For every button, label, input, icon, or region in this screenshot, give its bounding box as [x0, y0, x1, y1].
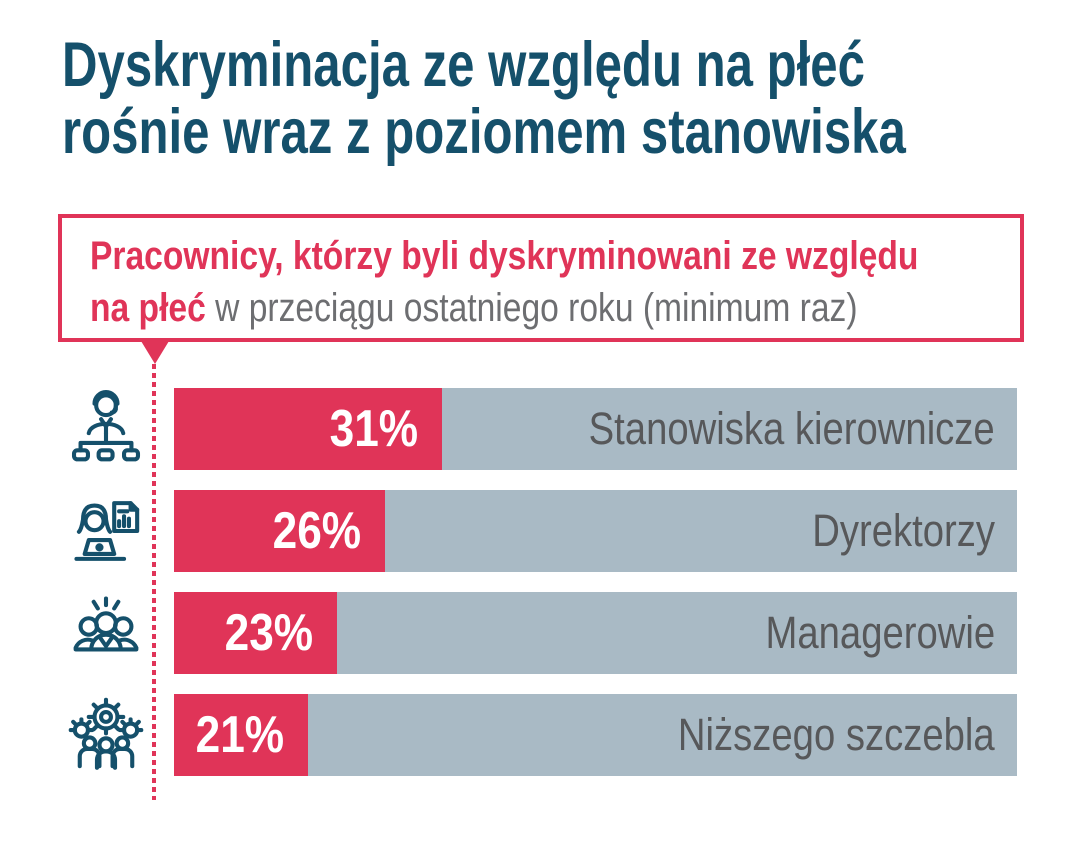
bar-category-label: Dyrektorzy: [812, 505, 995, 556]
bar-row: 31% Stanowiska kierownicze: [60, 388, 1017, 470]
page-title-line2: rośnie wraz z poziomem stanowiska: [62, 97, 906, 167]
bar-value: 26%: [272, 502, 361, 560]
bar-category-label: Managerowie: [765, 607, 995, 658]
callout-rest-text: w przeciągu ostatniego roku (minimum raz…: [215, 286, 858, 330]
page-title: Dyskryminacja ze względu na płeć rośnie …: [62, 32, 1080, 166]
woman-laptop-report-icon: [60, 490, 152, 572]
bar-track: 26% Dyrektorzy: [174, 490, 1017, 572]
bar-category-label: Stanowiska kierownicze: [588, 403, 995, 454]
bar-value: 31%: [329, 400, 418, 458]
bar-fill: 26%: [174, 490, 385, 572]
bar-fill: 23%: [174, 592, 337, 674]
bar-row: 21% Niższego szczebla: [60, 694, 1017, 776]
page-title-line1: Dyskryminacja ze względu na płeć: [62, 30, 865, 100]
callout-emphasis-line1: Pracownicy, którzy byli dyskryminowani z…: [90, 234, 919, 278]
bar-row: 23% Managerowie: [60, 592, 1017, 674]
callout-line2: na płeć w przeciągu ostatniego roku (min…: [90, 286, 1004, 331]
dotted-connector-line: [152, 364, 156, 800]
bar-value: 23%: [224, 604, 313, 662]
callout-emphasis-line2: na płeć: [90, 286, 206, 330]
gear-people-icon: [60, 694, 152, 776]
bar-fill: 31%: [174, 388, 442, 470]
bar-track: 31% Stanowiska kierownicze: [174, 388, 1017, 470]
callout-line1: Pracownicy, którzy byli dyskryminowani z…: [90, 234, 1076, 279]
bar-category-label: Niższego szczebla: [678, 709, 995, 760]
bar-row: 26% Dyrektorzy: [60, 490, 1017, 572]
bar-value: 21%: [195, 706, 284, 764]
bar-track: 21% Niższego szczebla: [174, 694, 1017, 776]
manager-hierarchy-icon: [60, 388, 152, 470]
bar-fill: 21%: [174, 694, 308, 776]
callout-box: Pracownicy, którzy byli dyskryminowani z…: [58, 214, 1024, 342]
team-group-icon: [60, 592, 152, 674]
callout-pointer-arrow: [141, 341, 169, 364]
bar-track: 23% Managerowie: [174, 592, 1017, 674]
